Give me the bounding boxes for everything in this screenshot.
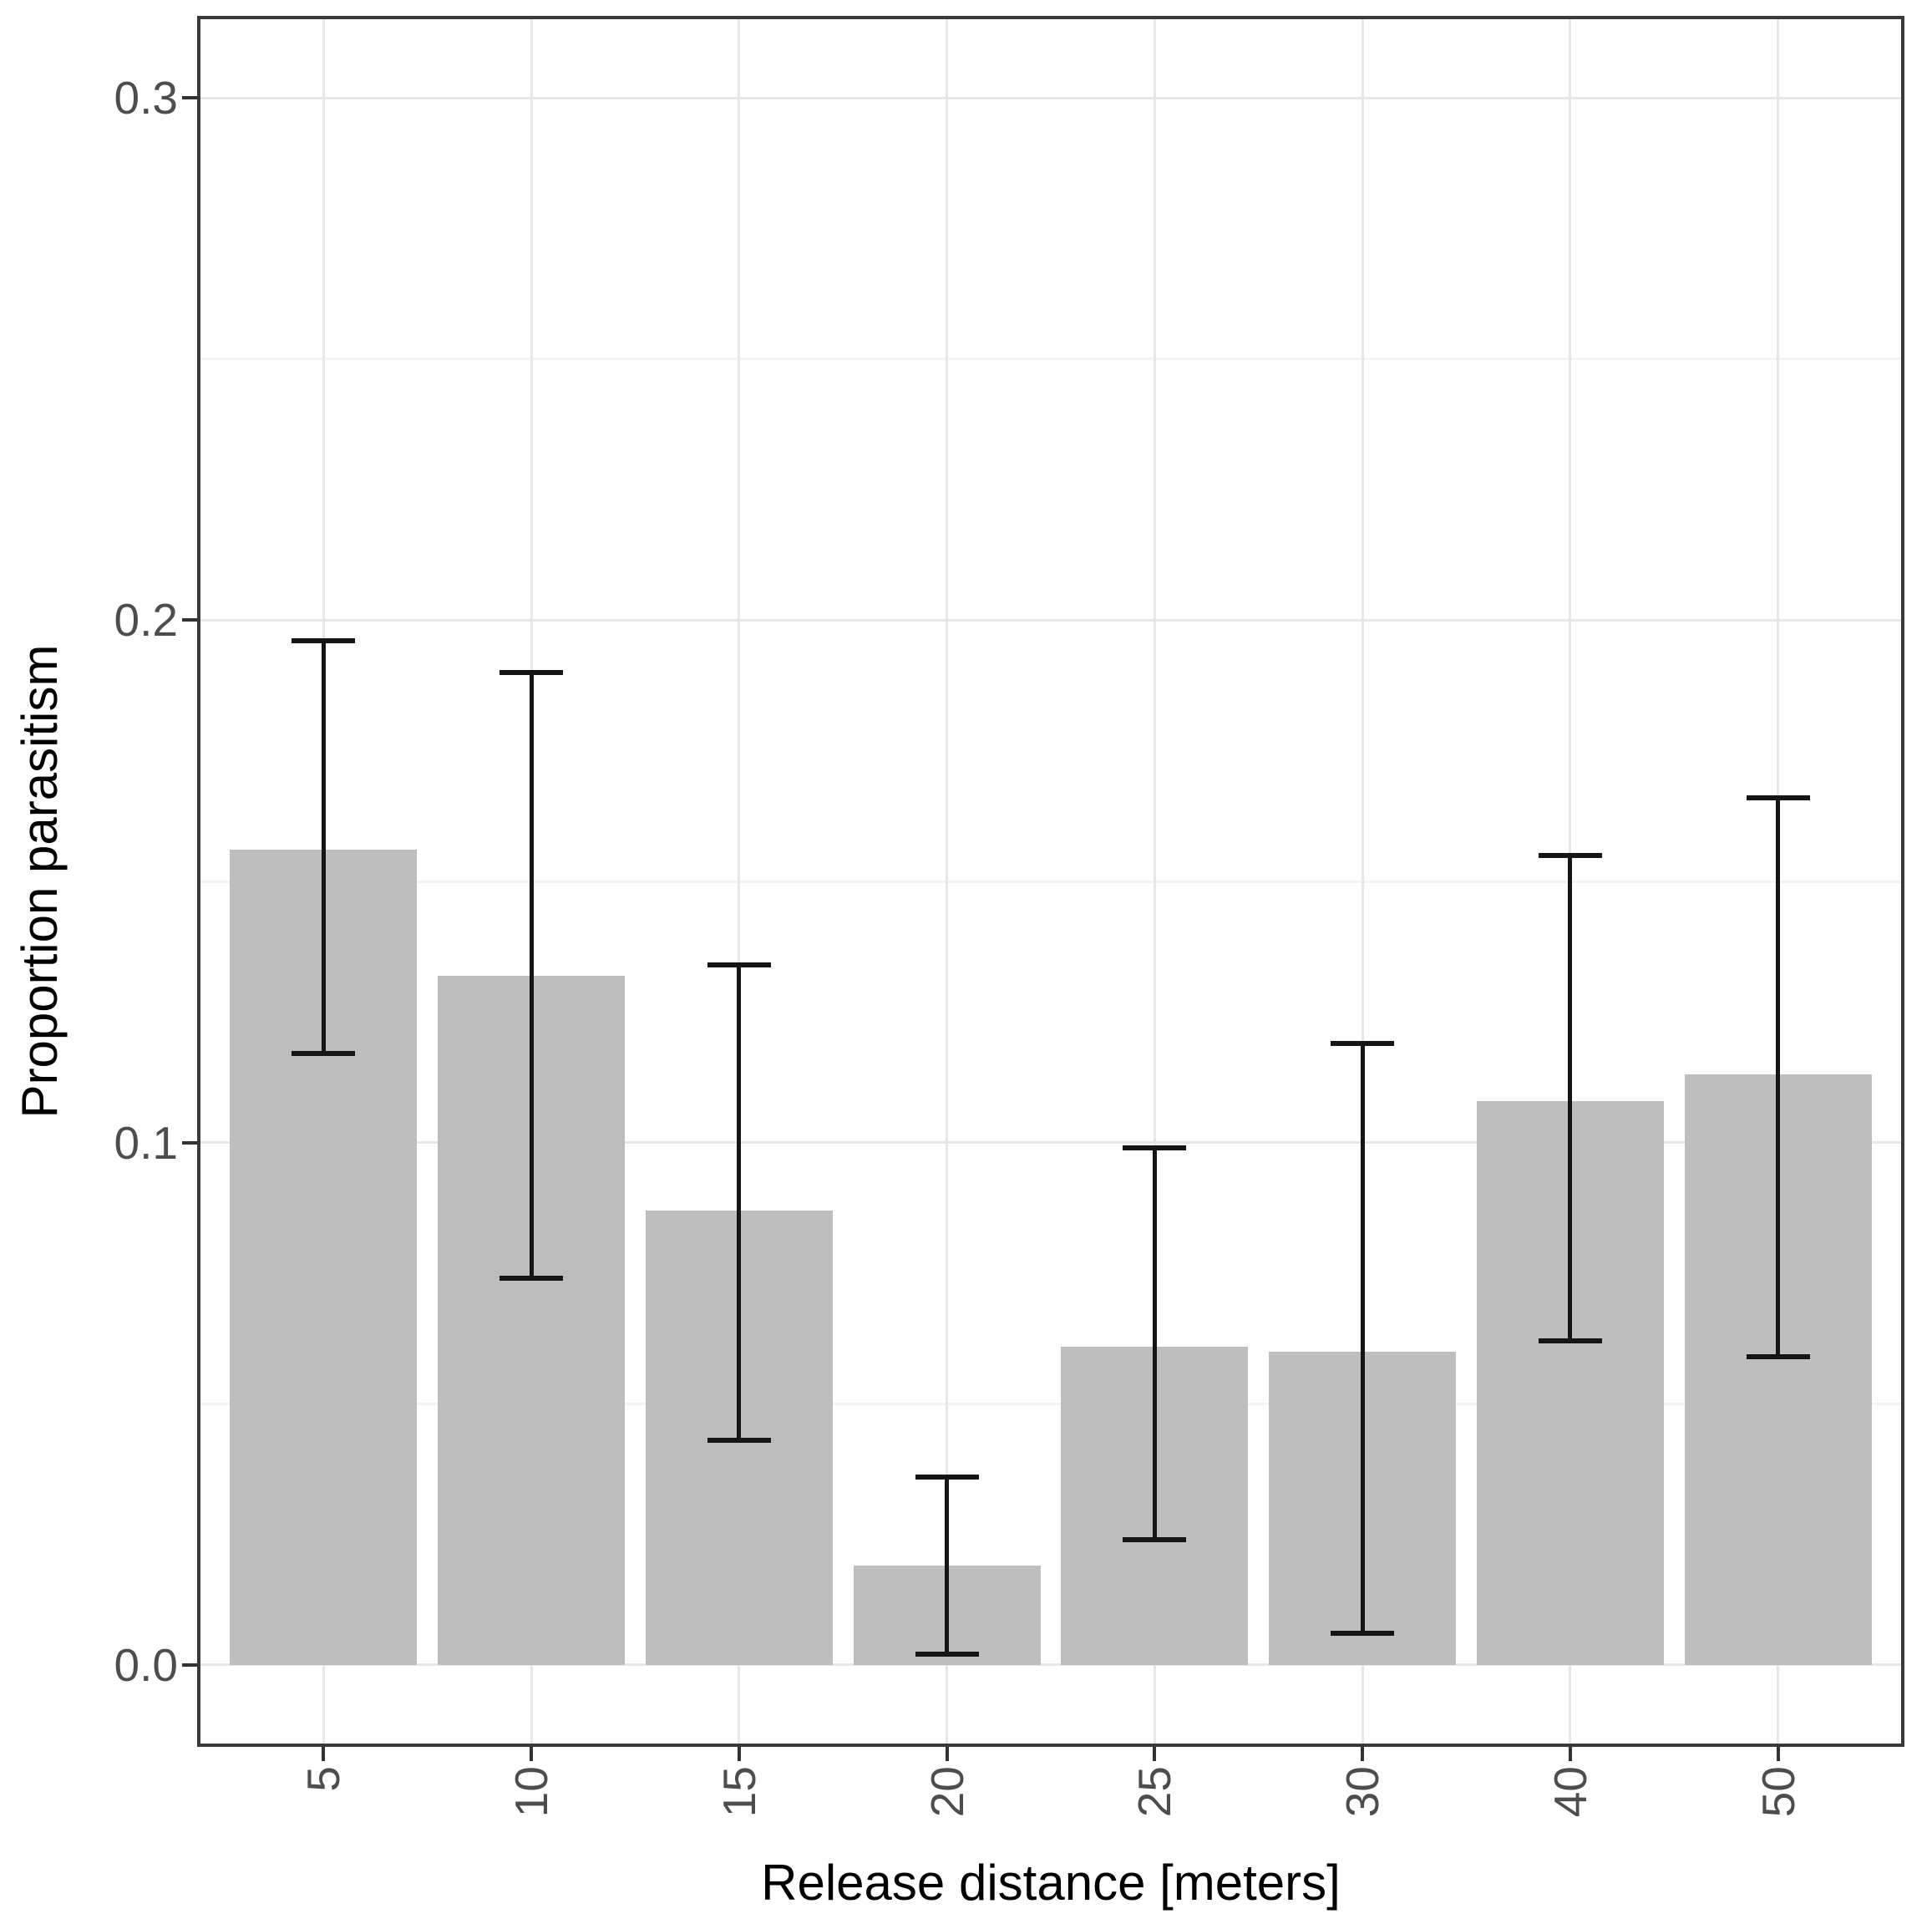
category-gridline [1153, 18, 1156, 1744]
x-tick-mark [737, 1744, 741, 1761]
x-tick-mark [1361, 1744, 1365, 1761]
y-tick-label: 0.3 [114, 72, 178, 124]
y-tick-mark [182, 618, 199, 622]
error-bar-stem [1360, 1043, 1365, 1634]
minor-gridline [199, 880, 1903, 883]
y-tick-mark [182, 96, 199, 100]
minor-gridline [199, 358, 1903, 361]
major-gridline [199, 1663, 1903, 1667]
x-tick-label: 15 [712, 1766, 765, 1818]
x-tick-mark [1568, 1744, 1572, 1761]
error-bar-top-cap [1746, 794, 1810, 800]
error-bar-bottom-cap [915, 1652, 979, 1657]
y-tick-mark [182, 1140, 199, 1145]
error-bar-bottom-cap [1746, 1354, 1810, 1360]
category-gridline [946, 18, 949, 1744]
error-bar-top-cap [1123, 1145, 1187, 1150]
y-tick-label: 0.2 [114, 594, 178, 647]
category-gridline [1361, 18, 1364, 1744]
y-tick-label: 0.0 [114, 1638, 178, 1691]
error-bar-bottom-cap [292, 1051, 356, 1057]
x-tick-label: 30 [1336, 1766, 1389, 1818]
x-tick-mark [1153, 1744, 1157, 1761]
x-tick-label: 50 [1752, 1766, 1804, 1818]
x-tick-mark [530, 1744, 534, 1761]
x-tick-label: 10 [505, 1766, 558, 1818]
x-tick-label: 40 [1544, 1766, 1596, 1818]
error-bar-stem [529, 672, 534, 1279]
error-bar-top-cap [1331, 1040, 1395, 1046]
x-tick-mark [1776, 1744, 1780, 1761]
error-bar-stem [1568, 855, 1573, 1342]
error-bar-bottom-cap [707, 1438, 771, 1444]
minor-gridline [199, 1402, 1903, 1405]
y-tick-label: 0.1 [114, 1116, 178, 1169]
x-tick-mark [945, 1744, 949, 1761]
category-gridline [738, 18, 741, 1744]
error-bar-stem [1152, 1147, 1157, 1540]
error-bar-top-cap [292, 638, 356, 644]
x-axis-title: Release distance [meters] [761, 1855, 1341, 1911]
y-axis-title: Proportion parasitism [12, 644, 68, 1119]
x-tick-label: 5 [297, 1766, 350, 1792]
error-bar-top-cap [1538, 852, 1602, 858]
y-tick-mark [182, 1663, 199, 1667]
error-bar-bottom-cap [1123, 1536, 1187, 1542]
major-gridline [199, 96, 1903, 99]
error-bar-bottom-cap [1538, 1338, 1602, 1344]
error-bar-stem [737, 965, 742, 1441]
error-bar-bottom-cap [1331, 1631, 1395, 1637]
x-tick-label: 25 [1128, 1766, 1181, 1818]
x-tick-label: 20 [920, 1766, 973, 1818]
x-tick-mark [322, 1744, 326, 1761]
error-bar-stem [945, 1476, 950, 1655]
error-bar-top-cap [499, 669, 564, 675]
error-bar-stem [321, 641, 326, 1054]
error-bar-stem [1776, 797, 1781, 1357]
error-bar-top-cap [915, 1474, 979, 1480]
major-gridline [199, 1141, 1903, 1145]
error-bar-bottom-cap [499, 1276, 564, 1282]
major-gridline [199, 618, 1903, 622]
error-bar-top-cap [707, 962, 771, 968]
